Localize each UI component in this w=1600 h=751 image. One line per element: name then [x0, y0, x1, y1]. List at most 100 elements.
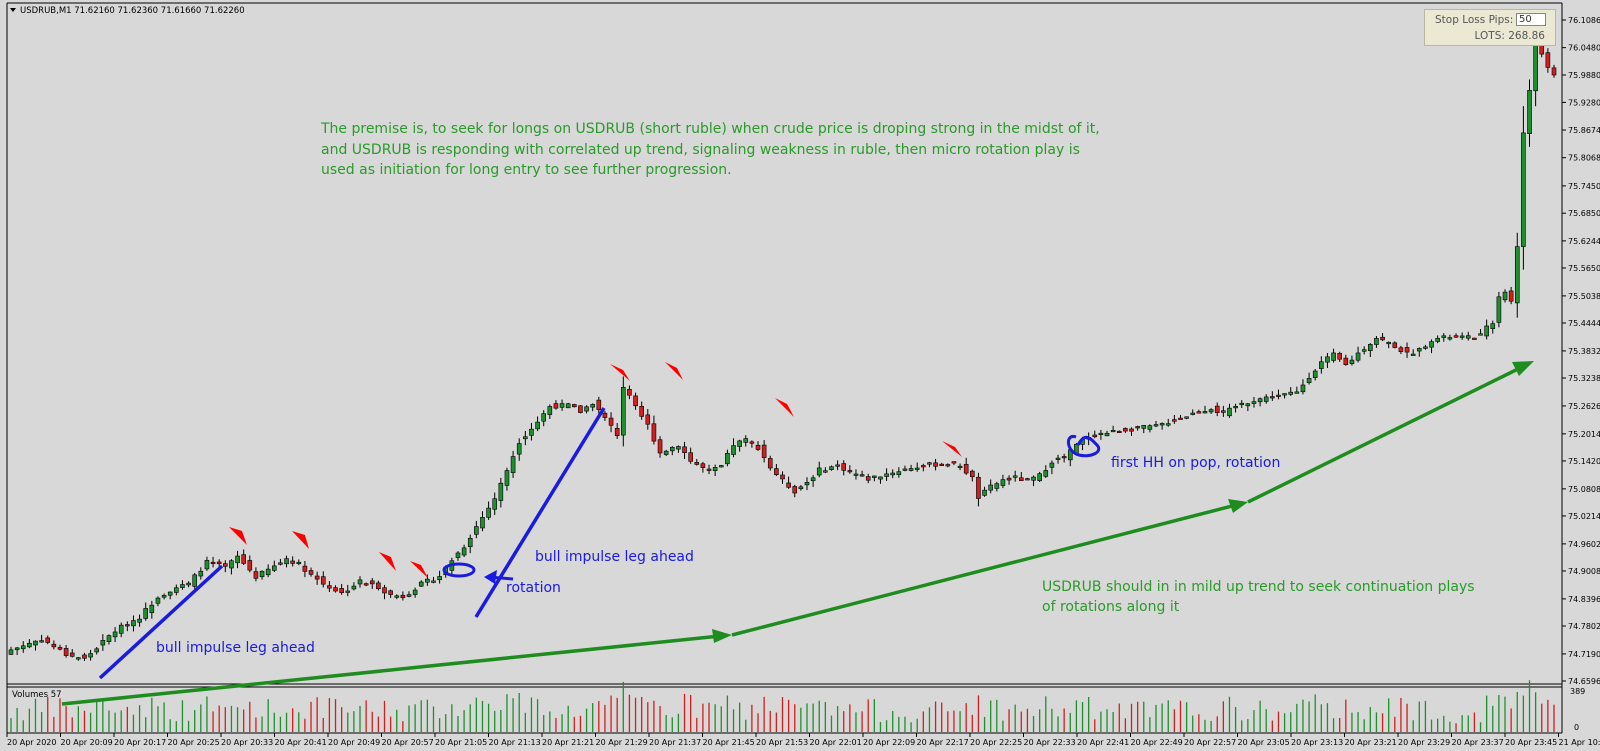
candle [1202, 405, 1208, 414]
red-arrow-icon-1 [229, 527, 247, 545]
candle [492, 492, 498, 515]
candle [351, 582, 357, 591]
candle [829, 465, 834, 471]
candle [755, 441, 761, 451]
candle [100, 634, 106, 651]
candle [639, 401, 644, 420]
candle [645, 409, 651, 430]
menu-triangle-icon[interactable] [10, 8, 16, 12]
candle [1276, 389, 1281, 400]
price-tick-15: 75.20140 [1568, 430, 1600, 439]
candle [1018, 472, 1024, 482]
price-tick-13: 75.32380 [1568, 374, 1600, 383]
candle [712, 464, 718, 477]
candle [902, 465, 908, 472]
candle [406, 591, 412, 598]
price-tick-8: 75.62440 [1568, 237, 1600, 246]
candle [1196, 409, 1202, 414]
candle [676, 445, 681, 453]
candle [137, 614, 142, 627]
candle [1055, 454, 1061, 464]
candle [682, 441, 687, 459]
trend-arrow-3-icon [1512, 361, 1534, 376]
candle [247, 555, 253, 573]
candle [1129, 427, 1134, 436]
candle [792, 484, 798, 498]
candle [1043, 465, 1049, 478]
time-tick-12: 20 Apr 21:37 [649, 738, 701, 747]
time-tick-6: 20 Apr 20:49 [328, 738, 380, 747]
candle [541, 410, 547, 427]
candle [388, 589, 393, 598]
candle [774, 463, 779, 477]
candle [823, 467, 828, 474]
candle [1496, 291, 1502, 328]
impulse-label-mid: bull impulse leg ahead [535, 549, 694, 565]
candle [933, 458, 938, 471]
candle [578, 405, 583, 414]
candle [1214, 402, 1220, 417]
candle [363, 582, 369, 587]
premise-text-line-2: and USDRUB is responding with correlated… [321, 142, 1080, 158]
candle [339, 583, 344, 595]
candle [1288, 387, 1294, 396]
candle [878, 476, 883, 484]
time-tick-22: 20 Apr 22:57 [1184, 738, 1236, 747]
price-tick-6: 75.74500 [1568, 182, 1600, 191]
candle [1000, 474, 1006, 489]
candle [1459, 332, 1465, 340]
candle [621, 376, 626, 447]
time-tick-15: 20 Apr 22:01 [810, 738, 862, 747]
time-tick-26: 20 Apr 23:29 [1398, 738, 1450, 747]
candle [596, 396, 602, 417]
candle [186, 581, 191, 588]
candle [382, 584, 387, 600]
candle [400, 591, 406, 601]
candle [1514, 232, 1520, 318]
first-hh-loop [1067, 435, 1101, 458]
candle [1147, 424, 1153, 433]
price-tick-24: 74.65960 [1568, 677, 1600, 686]
volume-label: Volumes 57 [12, 690, 62, 700]
candle [418, 580, 424, 588]
candle [1441, 333, 1447, 342]
red-arrow-icon-7 [775, 398, 794, 417]
candle [663, 449, 669, 457]
rotation-label: rotation [506, 580, 561, 596]
time-tick-17: 20 Apr 22:17 [917, 738, 969, 747]
price-tick-7: 75.68500 [1568, 209, 1600, 218]
candle [584, 405, 589, 414]
candle [51, 640, 57, 650]
price-tick-10: 75.50380 [1568, 292, 1600, 301]
price-tick-12: 75.38320 [1568, 347, 1600, 356]
candle [718, 464, 724, 468]
candle [529, 422, 534, 441]
red-arrow-icon-3 [379, 552, 396, 571]
candle [425, 574, 430, 586]
candle [253, 567, 259, 582]
lots-readout: LOTS: 268.86 [1475, 30, 1545, 42]
price-tick-9: 75.56500 [1568, 264, 1600, 273]
stop-loss-label: Stop Loss Pips: [1435, 14, 1514, 26]
trend-text-line-2: of rotations along it [1042, 599, 1180, 615]
candle [235, 550, 240, 569]
stop-loss-input[interactable]: 50 [1516, 13, 1546, 26]
candle [1465, 331, 1471, 341]
premise-text-line-3: used as initiation for long entry to see… [321, 162, 732, 178]
candle [798, 484, 804, 491]
volume-axis-max: 389 [1570, 687, 1585, 696]
candle [76, 657, 81, 661]
candle [1190, 409, 1196, 416]
red-arrow-icon-6 [665, 362, 683, 380]
candle [167, 591, 173, 600]
time-tick-1: 20 Apr 20:09 [61, 738, 113, 747]
candle [970, 469, 975, 482]
time-tick-3: 20 Apr 20:25 [168, 738, 220, 747]
candle [1312, 368, 1318, 381]
time-tick-4: 20 Apr 20:33 [221, 738, 273, 747]
candle [1447, 334, 1453, 341]
candle [516, 438, 522, 461]
candle [1349, 355, 1355, 366]
candle [1545, 48, 1551, 73]
candle [63, 645, 69, 658]
